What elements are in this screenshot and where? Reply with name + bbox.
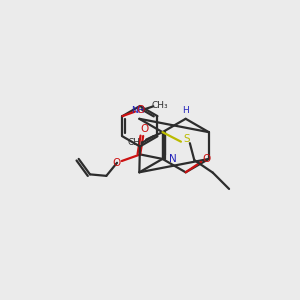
Text: O: O <box>136 105 144 115</box>
Text: H: H <box>182 106 188 115</box>
Text: O: O <box>202 154 211 164</box>
Text: O: O <box>112 158 121 168</box>
Text: N: N <box>169 154 177 164</box>
Text: O: O <box>140 124 149 134</box>
Text: CH₃: CH₃ <box>152 101 169 110</box>
Text: CH₃: CH₃ <box>128 138 144 147</box>
Text: NH: NH <box>131 106 145 115</box>
Text: S: S <box>183 134 190 144</box>
